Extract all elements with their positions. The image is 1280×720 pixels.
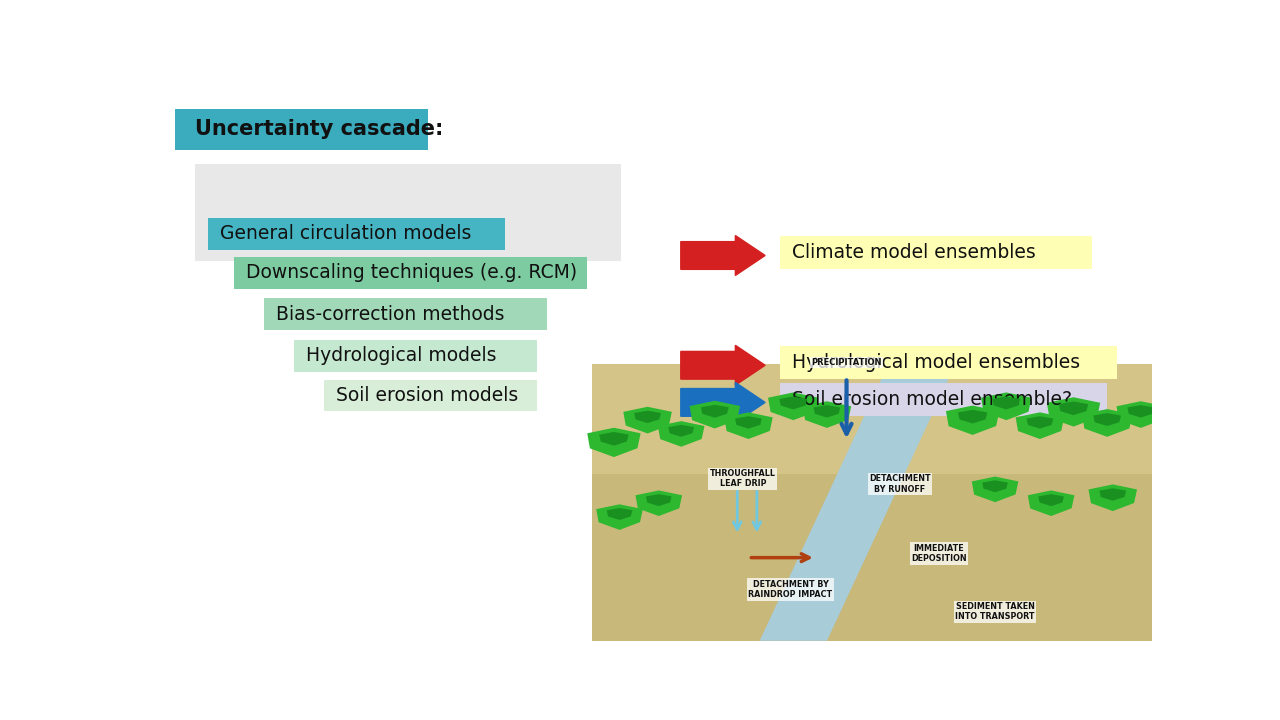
Polygon shape bbox=[658, 421, 704, 446]
FancyBboxPatch shape bbox=[970, 419, 975, 428]
FancyBboxPatch shape bbox=[780, 236, 1093, 269]
Polygon shape bbox=[980, 392, 1032, 420]
Polygon shape bbox=[803, 401, 851, 428]
FancyBboxPatch shape bbox=[264, 298, 547, 330]
FancyBboxPatch shape bbox=[1071, 410, 1076, 419]
Polygon shape bbox=[759, 364, 956, 641]
Text: Uncertainty cascade:: Uncertainty cascade: bbox=[195, 120, 443, 140]
FancyBboxPatch shape bbox=[294, 340, 538, 372]
Polygon shape bbox=[972, 477, 1019, 502]
Text: DETACHMENT
BY RUNOFF: DETACHMENT BY RUNOFF bbox=[869, 474, 931, 494]
Polygon shape bbox=[1093, 413, 1121, 426]
Polygon shape bbox=[596, 504, 643, 530]
FancyBboxPatch shape bbox=[791, 405, 796, 413]
Polygon shape bbox=[1082, 409, 1133, 437]
Polygon shape bbox=[1028, 490, 1074, 516]
FancyBboxPatch shape bbox=[824, 413, 829, 421]
Text: IMMEDIATE
DEPOSITION: IMMEDIATE DEPOSITION bbox=[911, 544, 966, 563]
FancyBboxPatch shape bbox=[1138, 413, 1143, 421]
FancyArrow shape bbox=[681, 382, 765, 423]
FancyBboxPatch shape bbox=[780, 346, 1117, 379]
FancyBboxPatch shape bbox=[1110, 497, 1115, 505]
FancyBboxPatch shape bbox=[657, 503, 662, 510]
Polygon shape bbox=[1128, 405, 1155, 418]
Polygon shape bbox=[946, 405, 1000, 435]
FancyBboxPatch shape bbox=[207, 217, 506, 250]
Polygon shape bbox=[982, 480, 1007, 492]
Text: Climate model ensembles: Climate model ensembles bbox=[792, 243, 1036, 262]
Text: THROUGHFALL
LEAF DRIP: THROUGHFALL LEAF DRIP bbox=[710, 469, 776, 488]
Text: Hydrological models: Hydrological models bbox=[306, 346, 497, 365]
Polygon shape bbox=[591, 364, 1152, 474]
Polygon shape bbox=[607, 508, 632, 520]
FancyBboxPatch shape bbox=[611, 441, 617, 450]
Polygon shape bbox=[623, 407, 672, 433]
Polygon shape bbox=[1038, 494, 1064, 506]
FancyBboxPatch shape bbox=[1048, 503, 1053, 510]
Text: SEDIMENT TAKEN
INTO TRANSPORT: SEDIMENT TAKEN INTO TRANSPORT bbox=[955, 602, 1034, 621]
Polygon shape bbox=[1088, 485, 1137, 511]
FancyBboxPatch shape bbox=[993, 488, 997, 496]
Text: DETACHMENT BY
RAINDROP IMPACT: DETACHMENT BY RAINDROP IMPACT bbox=[749, 580, 832, 599]
Polygon shape bbox=[1116, 401, 1165, 428]
Text: Hydrological model ensembles: Hydrological model ensembles bbox=[792, 353, 1080, 372]
FancyBboxPatch shape bbox=[1004, 405, 1009, 413]
Text: Downscaling techniques (e.g. RCM): Downscaling techniques (e.g. RCM) bbox=[246, 264, 577, 282]
Polygon shape bbox=[701, 405, 728, 418]
FancyBboxPatch shape bbox=[591, 364, 1152, 641]
Polygon shape bbox=[690, 401, 740, 428]
Polygon shape bbox=[735, 416, 762, 428]
Polygon shape bbox=[724, 413, 773, 439]
Polygon shape bbox=[634, 410, 660, 423]
Polygon shape bbox=[1059, 402, 1088, 415]
Polygon shape bbox=[646, 494, 672, 506]
FancyBboxPatch shape bbox=[678, 433, 684, 441]
Text: PRECIPITATION: PRECIPITATION bbox=[812, 358, 882, 367]
FancyBboxPatch shape bbox=[617, 516, 622, 523]
Polygon shape bbox=[957, 410, 987, 423]
FancyBboxPatch shape bbox=[324, 380, 538, 410]
Polygon shape bbox=[814, 405, 840, 418]
Text: Soil erosion models: Soil erosion models bbox=[335, 386, 518, 405]
FancyBboxPatch shape bbox=[175, 109, 428, 150]
Polygon shape bbox=[1027, 416, 1053, 428]
FancyArrow shape bbox=[681, 235, 765, 276]
Polygon shape bbox=[1047, 397, 1101, 426]
FancyBboxPatch shape bbox=[645, 419, 650, 427]
Polygon shape bbox=[1015, 413, 1064, 439]
FancyBboxPatch shape bbox=[234, 256, 586, 289]
Polygon shape bbox=[588, 428, 640, 457]
Polygon shape bbox=[992, 397, 1020, 410]
Polygon shape bbox=[599, 432, 628, 446]
FancyBboxPatch shape bbox=[1105, 422, 1110, 430]
FancyBboxPatch shape bbox=[780, 383, 1107, 416]
FancyBboxPatch shape bbox=[746, 425, 751, 432]
FancyBboxPatch shape bbox=[712, 413, 718, 422]
Polygon shape bbox=[668, 425, 694, 437]
FancyBboxPatch shape bbox=[1037, 425, 1042, 432]
Polygon shape bbox=[635, 490, 682, 516]
FancyBboxPatch shape bbox=[195, 164, 621, 261]
Text: General circulation models: General circulation models bbox=[220, 225, 471, 243]
Polygon shape bbox=[780, 397, 808, 410]
FancyArrow shape bbox=[681, 346, 765, 385]
Polygon shape bbox=[1100, 488, 1126, 500]
Text: Soil erosion model ensemble?: Soil erosion model ensemble? bbox=[792, 390, 1071, 409]
Text: Bias-correction methods: Bias-correction methods bbox=[276, 305, 504, 324]
Polygon shape bbox=[768, 392, 818, 420]
